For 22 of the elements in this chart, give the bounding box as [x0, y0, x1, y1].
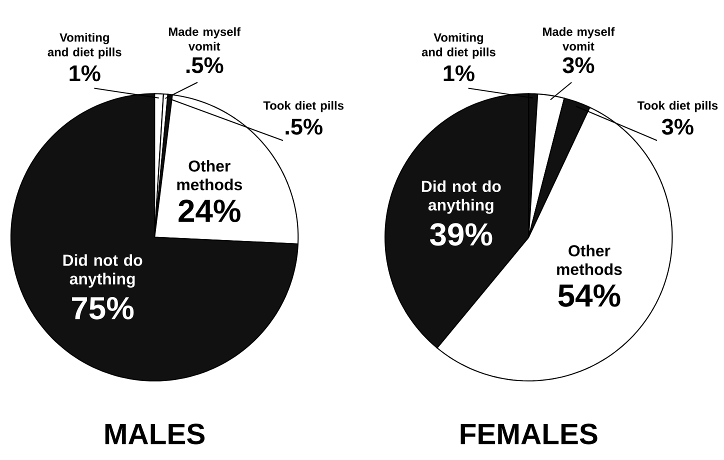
text: FEMALES: [460, 424, 598, 444]
data-label: 3%: [562, 57, 594, 74]
slice-label: Vomiting and diet pills: [48, 33, 122, 59]
data-label: 3%: [662, 118, 694, 135]
slice-label: Made myself vomit: [543, 27, 615, 51]
data-label: 75%: [72, 297, 134, 320]
data-label: .5%: [186, 57, 224, 74]
slice-label: Other methods: [557, 244, 622, 276]
data-label: 54%: [558, 284, 620, 307]
slice-label: Vomiting and diet pills: [422, 33, 496, 59]
data-label: 1%: [70, 65, 100, 82]
slice-label: Made myself vomit: [168, 27, 241, 51]
slice-label: Took diet pills: [637, 100, 718, 112]
slice-label: Did not do anything: [63, 254, 142, 288]
data-label: .5%: [286, 118, 322, 135]
data-label: 24%: [178, 200, 240, 222]
slice-label: Other methods: [177, 160, 242, 190]
text: MALES: [105, 424, 205, 444]
slice-label: Took diet pills: [263, 101, 344, 112]
data-label: 1%: [444, 65, 474, 82]
data-label: 39%: [430, 223, 492, 246]
slice-label: Did not do anything: [422, 180, 501, 214]
